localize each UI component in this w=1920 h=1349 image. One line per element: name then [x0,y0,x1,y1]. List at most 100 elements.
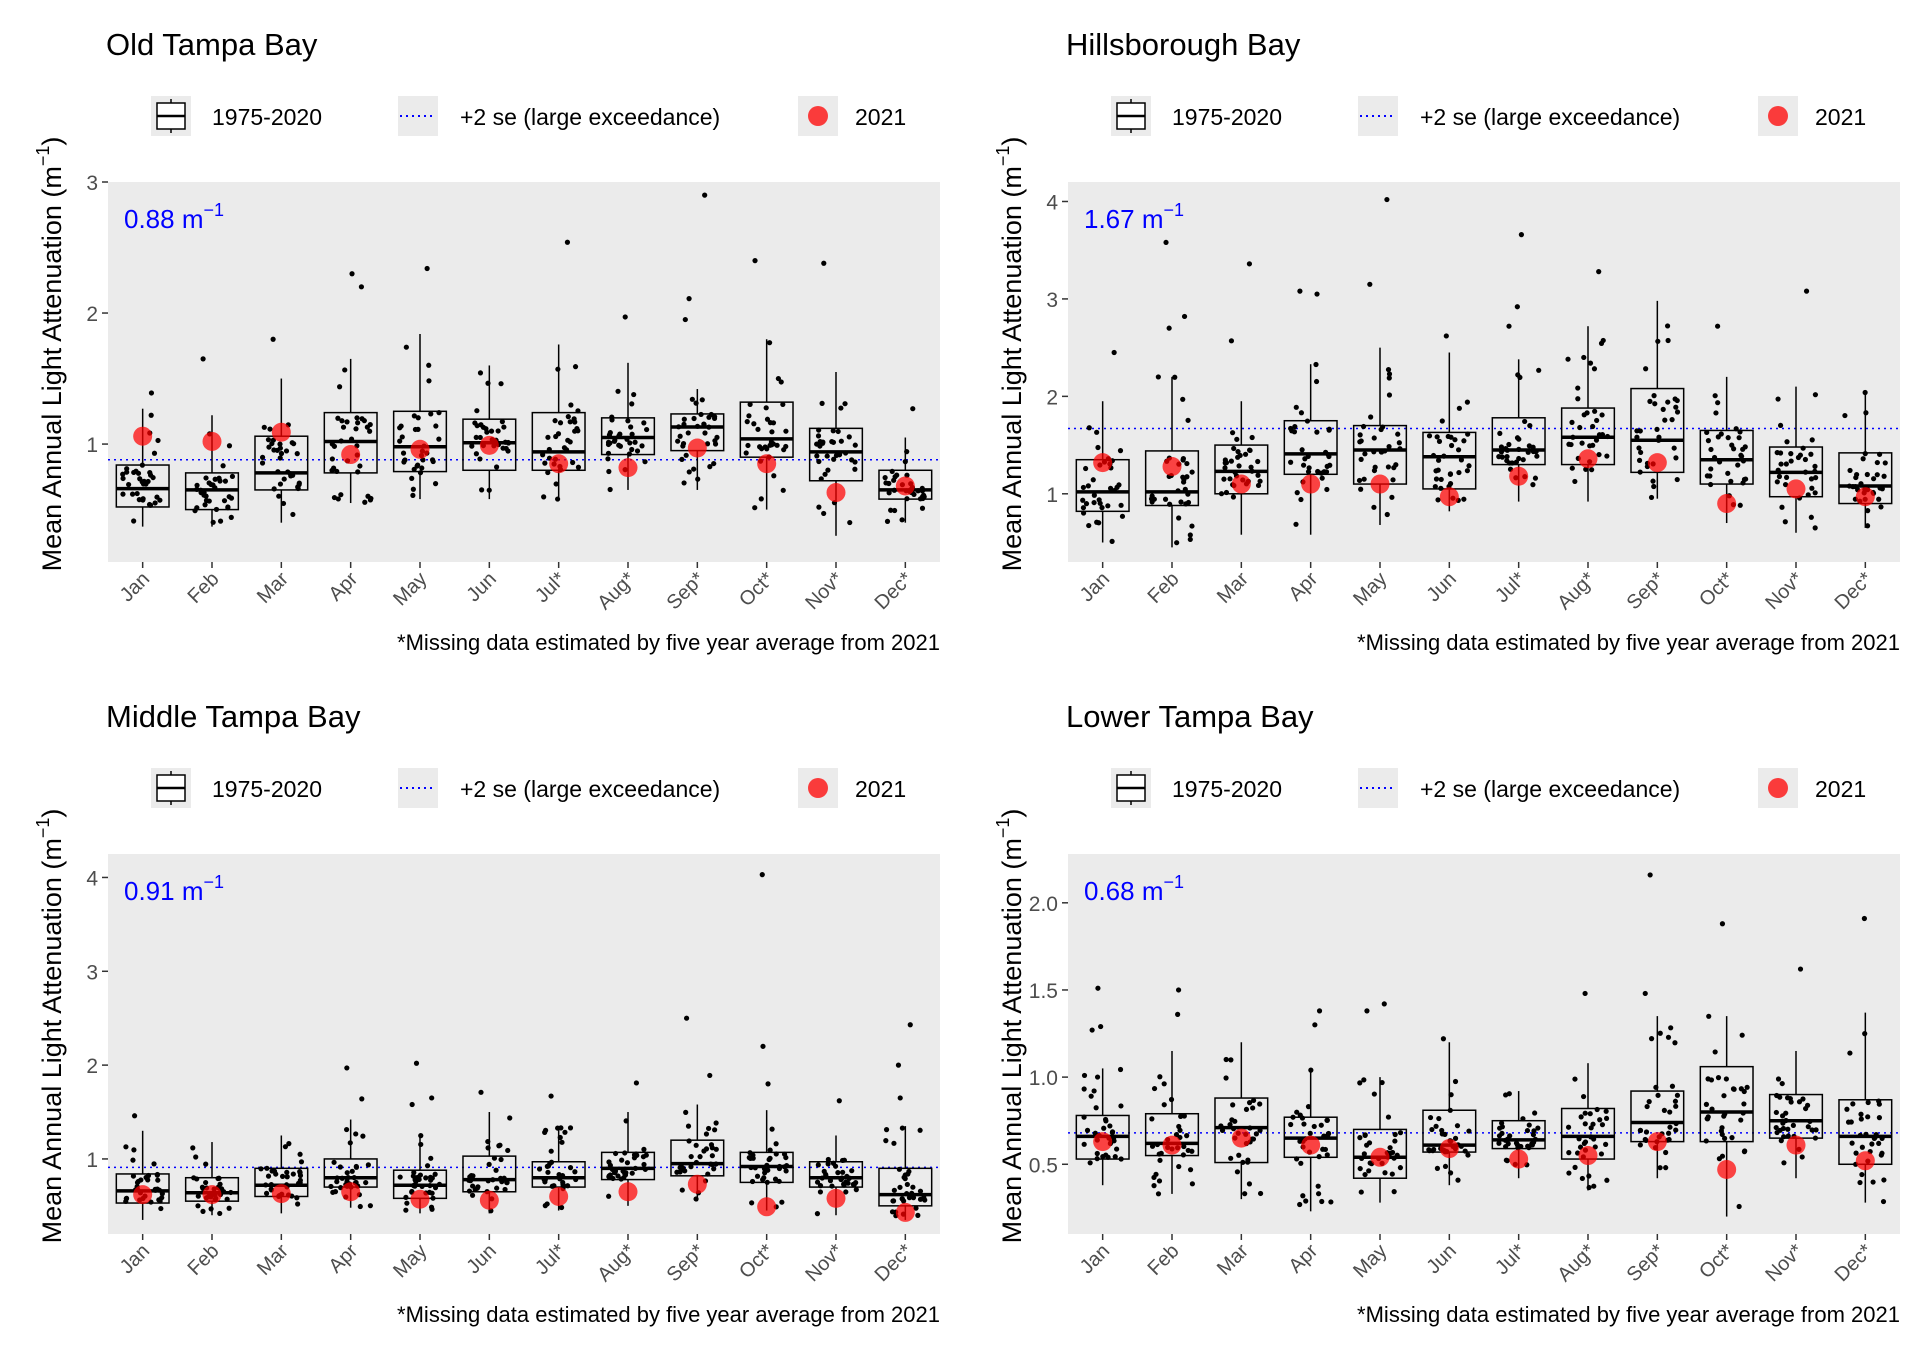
x-tick-label: Feb [1144,1240,1184,1280]
legend-label-box: 1975-2020 [212,104,322,130]
legend-label-box: 1975-2020 [212,776,322,802]
jitter-point [1371,504,1377,510]
point-2021 [1578,1146,1598,1166]
jitter-point [1174,540,1180,546]
jitter-point [1499,1130,1505,1136]
y-tick-label: 2 [86,303,98,326]
jitter-point [415,462,421,468]
jitter-point [1505,1141,1511,1147]
jitter-point [329,456,335,462]
jitter-point [1774,479,1780,485]
jitter-point [1397,1130,1404,1136]
outlier-point [1797,966,1804,972]
jitter-point [470,1173,476,1179]
jitter-point [1644,1103,1650,1110]
jitter-point [1735,462,1741,468]
jitter-point [749,1200,755,1206]
jitter-point [1504,458,1510,464]
jitter-point [120,491,126,497]
jitter-point [283,448,290,454]
jitter-point [337,1164,343,1170]
jitter-point [1665,1130,1672,1136]
jitter-point [276,493,282,499]
jitter-point [644,426,650,433]
jitter-point [217,1181,223,1187]
jitter-point [286,1141,292,1147]
jitter-point [480,424,486,430]
jitter-point [1372,464,1378,470]
jitter-point [1222,460,1228,466]
jitter-point [1461,496,1467,502]
jitter-point [1221,476,1227,482]
jitter-point [502,1186,508,1193]
jitter-point [1874,459,1880,466]
jitter-point [1704,1116,1710,1122]
jitter-point [354,415,360,421]
jitter-point [542,1129,548,1135]
jitter-point [1604,1177,1610,1183]
x-tick-label: Jul* [531,1240,570,1279]
jitter-point [1565,1124,1572,1130]
jitter-point [203,475,209,481]
x-tick-label: Oct* [1695,1240,1738,1283]
jitter-point [1713,410,1719,416]
jitter-point [1435,497,1441,503]
outlier-point [1228,338,1235,344]
jitter-point [1603,1115,1610,1122]
jitter-point [1235,449,1241,455]
jitter-point [1865,508,1871,514]
outlier-point [1582,990,1588,997]
jitter-point [1497,430,1503,437]
point-2021 [1370,1147,1390,1167]
jitter-point [1230,1102,1236,1108]
threshold-label: 0.91 m−1 [124,872,224,906]
jitter-point [840,1169,846,1175]
jitter-point [701,1148,707,1154]
x-tick-label: Sep* [1623,1240,1669,1286]
jitter-point [1739,1032,1745,1038]
jitter-point [689,396,695,402]
jitter-point [1434,1165,1441,1171]
jitter-point [1741,1149,1748,1155]
jitter-point [331,1159,337,1165]
jitter-point [1307,1130,1313,1136]
jitter-point [1297,1201,1303,1208]
jitter-point [890,1198,897,1204]
outlier-point [1111,349,1117,356]
jitter-point [1848,1119,1854,1125]
jitter-point [397,438,403,444]
point-2021 [757,454,777,474]
jitter-point [412,426,419,433]
jitter-point [1306,465,1312,471]
jitter-point [1184,1133,1190,1139]
jitter-point [1581,354,1587,361]
jitter-point [1587,443,1593,449]
jitter-point [1362,1171,1368,1178]
jitter-point [745,442,751,449]
jitter-point [1796,1099,1803,1105]
jitter-point [1324,486,1330,493]
outlier-point [1166,325,1172,331]
box-body [115,464,170,508]
legend-label-point: 2021 [1815,104,1866,130]
jitter-point [631,391,637,398]
jitter-point [430,458,436,465]
jitter-point [1315,1183,1321,1189]
jitter-point [474,408,480,414]
jitter-point [686,469,692,475]
jitter-point [1447,471,1454,477]
jitter-point [1876,496,1882,502]
jitter-point [201,492,207,498]
jitter-point [1301,1121,1307,1127]
jitter-point [763,405,769,411]
box-10 [808,372,864,536]
legend: 1975-2020 +2 se (large exceedance) 2021 [151,768,906,808]
jitter-point [1865,1114,1871,1120]
jitter-point [889,1209,896,1215]
jitter-point [363,1179,369,1186]
point-2021 [1717,494,1737,514]
jitter-point [703,1131,710,1137]
jitter-point [1652,401,1658,407]
jitter-point [1094,1074,1101,1080]
plot-background [1068,854,1900,1234]
